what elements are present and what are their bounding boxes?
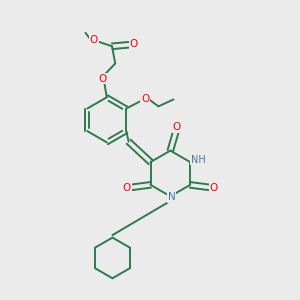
- Text: NH: NH: [190, 154, 205, 164]
- Text: O: O: [141, 94, 149, 104]
- Text: O: O: [129, 39, 137, 49]
- Text: O: O: [90, 35, 98, 45]
- Text: O: O: [99, 74, 107, 83]
- Text: O: O: [123, 183, 131, 193]
- Text: O: O: [172, 122, 181, 132]
- Text: O: O: [210, 183, 218, 193]
- Text: N: N: [168, 192, 176, 202]
